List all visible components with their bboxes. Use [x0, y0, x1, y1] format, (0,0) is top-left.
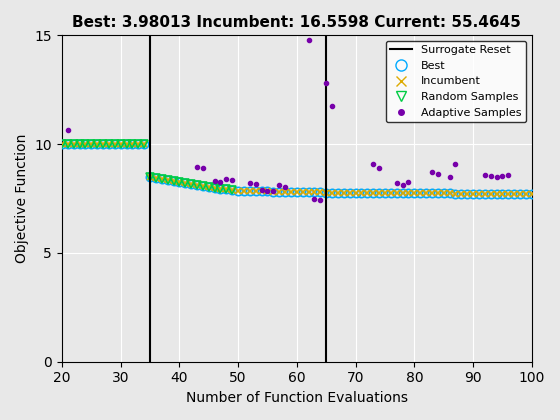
Y-axis label: Objective Function: Objective Function	[15, 134, 29, 263]
X-axis label: Number of Function Evaluations: Number of Function Evaluations	[186, 391, 408, 405]
Title: Best: 3.98013 Incumbent: 16.5598 Current: 55.4645: Best: 3.98013 Incumbent: 16.5598 Current…	[72, 15, 521, 30]
Legend: Surrogate Reset, Best, Incumbent, Random Samples, Adaptive Samples: Surrogate Reset, Best, Incumbent, Random…	[386, 41, 526, 122]
